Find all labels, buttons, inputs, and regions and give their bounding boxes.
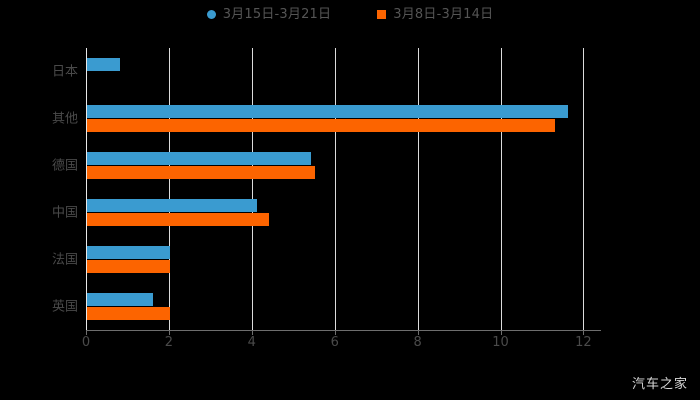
gridline (251, 48, 253, 330)
x-axis-tick-label-6: 6 (330, 335, 339, 350)
bar-中国-series-1[interactable] (87, 199, 257, 212)
circle-marker-icon (206, 10, 216, 19)
x-axis-tick (168, 330, 170, 335)
x-axis-tick-label-8: 8 (413, 335, 422, 350)
x-axis-tick-label-2: 2 (164, 335, 174, 350)
bar-英国-series-2[interactable] (87, 307, 170, 320)
x-axis-tick (334, 330, 336, 335)
x-axis-tick-label-12: 12 (575, 335, 592, 350)
y-axis-line (86, 48, 87, 330)
x-axis-tick (417, 330, 419, 335)
x-axis-tick-label-10: 10 (492, 335, 509, 350)
x-axis-tick (583, 330, 585, 335)
bar-其他-series-1[interactable] (87, 105, 568, 118)
plot-area (86, 48, 600, 330)
bar-德国-series-1[interactable] (87, 152, 311, 165)
x-axis-tick (500, 330, 502, 335)
y-axis-label-中国: 中国 (51, 205, 78, 220)
legend-item-series-2[interactable]: 3月8日-3月14日 (377, 8, 493, 21)
legend-label-series-2: 3月8日-3月14日 (393, 7, 494, 22)
y-axis-label-德国: 德国 (51, 158, 78, 173)
chart-legend: 3月15日-3月21日 3月8日-3月14日 (0, 8, 700, 21)
x-axis-tick (86, 330, 87, 335)
bar-日本-series-1[interactable] (87, 58, 121, 71)
gridline (334, 48, 336, 330)
y-axis-label-英国: 英国 (51, 299, 78, 314)
gridline (168, 48, 170, 330)
watermark: 汽车之家 (631, 377, 688, 392)
bar-法国-series-1[interactable] (87, 246, 170, 259)
x-axis-tick-label-0: 0 (81, 335, 91, 350)
legend-label-series-1: 3月15日-3月21日 (222, 7, 332, 22)
y-axis-label-法国: 法国 (51, 252, 78, 267)
bar-其他-series-2[interactable] (87, 119, 556, 132)
x-axis-tick (251, 330, 253, 335)
legend-item-series-1[interactable]: 3月15日-3月21日 (206, 7, 332, 22)
gridline (583, 48, 585, 330)
gridline (417, 48, 419, 330)
square-marker-icon (377, 10, 387, 19)
x-axis-tick-label-4: 4 (247, 335, 256, 350)
bar-中国-series-2[interactable] (87, 213, 270, 226)
bar-德国-series-2[interactable] (87, 166, 315, 179)
bar-法国-series-2[interactable] (87, 260, 170, 273)
y-axis-label-其他: 其他 (51, 111, 78, 126)
x-axis-line (86, 330, 601, 331)
y-axis-label-日本: 日本 (51, 64, 78, 79)
bar-英国-series-1[interactable] (87, 293, 154, 306)
gridline (500, 48, 502, 330)
